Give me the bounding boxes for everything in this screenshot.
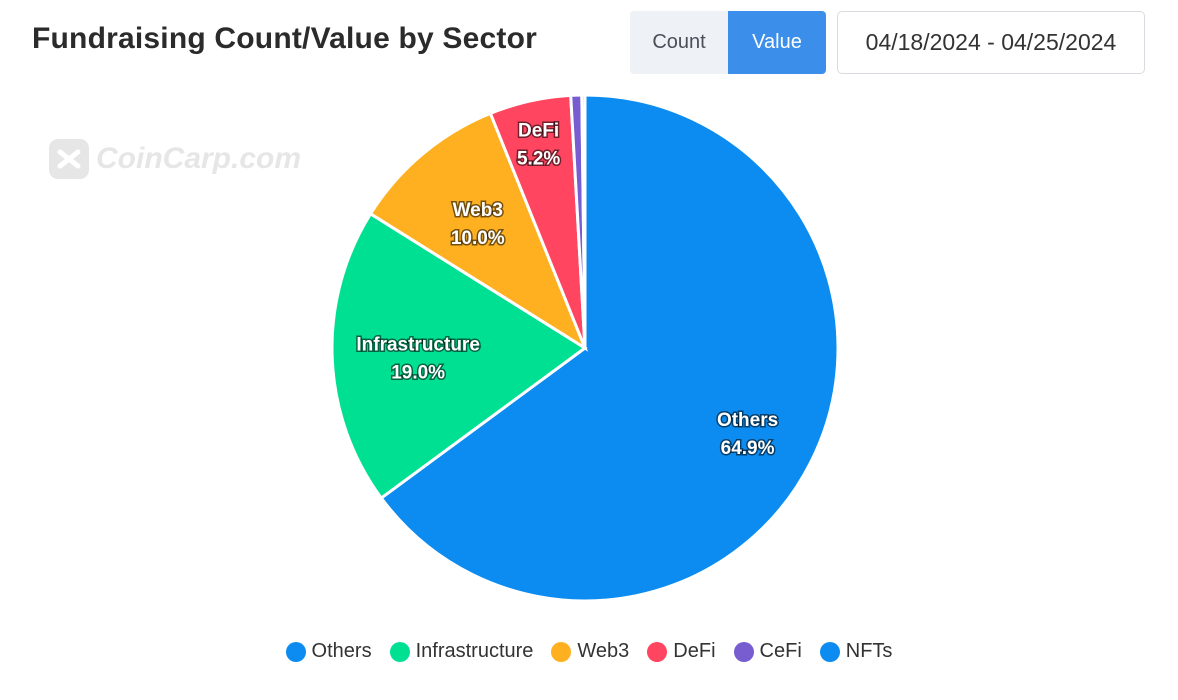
slice-name-label: Infrastructure [356, 334, 480, 355]
count-button[interactable]: Count [630, 11, 728, 74]
pie-slice-infrastructure[interactable] [330, 211, 588, 501]
slice-percent-label: 10.0% [451, 228, 505, 249]
legend-label: Infrastructure [415, 640, 534, 662]
legend-marker [819, 641, 840, 662]
legend-label: Web3 [577, 640, 630, 662]
legend-item-others[interactable]: Others [285, 640, 372, 663]
pie-slice-web3[interactable] [368, 111, 589, 352]
legend-label: NFTs [845, 640, 893, 662]
value-button[interactable]: Value [728, 11, 826, 74]
pie-slice-nfts[interactable] [580, 93, 587, 349]
legend-marker [285, 641, 306, 662]
slice-name-label: Others [717, 410, 778, 431]
chart-title: Fundraising Count/Value by Sector [32, 22, 537, 55]
watermark-text: CoinCarp.com [96, 142, 302, 175]
legend-marker [733, 641, 754, 662]
legend-label: Others [311, 640, 372, 662]
slice-percent-label: 19.0% [391, 362, 445, 383]
chart-legend: Others Infrastructure Web3 DeFi CeFi NFTs [0, 640, 1178, 663]
legend-item-infrastructure[interactable]: Infrastructure [389, 640, 534, 663]
legend-label: CeFi [759, 640, 802, 662]
coincarp-logo-icon [49, 139, 89, 179]
legend-label: DeFi [673, 640, 716, 662]
legend-item-defi[interactable]: DeFi [647, 640, 716, 663]
legend-marker [551, 641, 572, 662]
legend-marker [389, 641, 410, 662]
count-value-toggle: Count Value [630, 11, 826, 74]
pie-slice-others[interactable] [379, 93, 840, 603]
watermark: CoinCarp.com [48, 138, 301, 180]
legend-item-web3[interactable]: Web3 [551, 640, 629, 663]
slice-name-label: DeFi [518, 121, 559, 142]
slice-percent-label: 64.9% [721, 438, 775, 459]
legend-item-nfts[interactable]: NFTs [819, 640, 893, 663]
slice-percent-label: 5.2% [517, 149, 560, 170]
date-range-picker[interactable]: 04/18/2024 - 04/25/2024 [837, 11, 1145, 74]
legend-marker [647, 641, 668, 662]
slice-name-label: Web3 [453, 200, 503, 221]
legend-item-cefi[interactable]: CeFi [733, 640, 802, 663]
